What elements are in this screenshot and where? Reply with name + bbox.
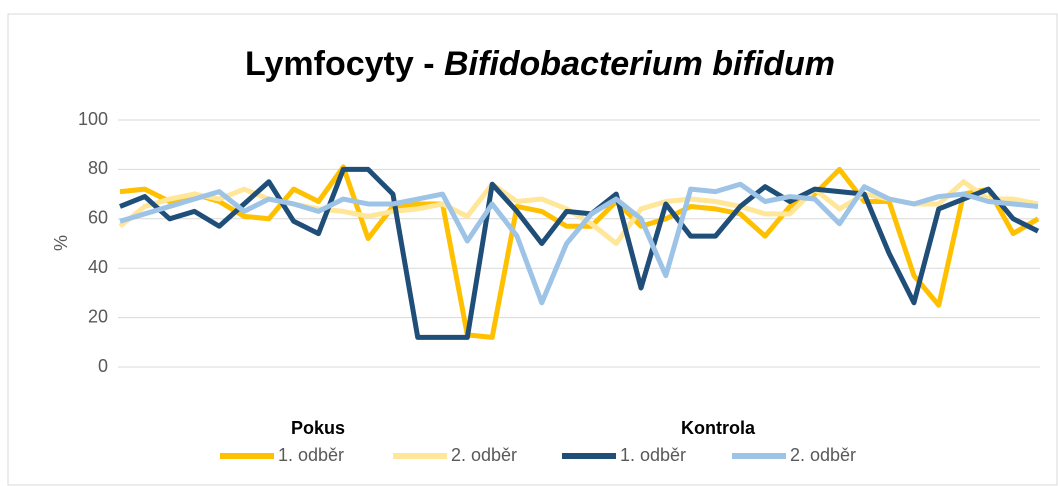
legend-label: 2. odběr — [790, 445, 856, 465]
y-axis-label: % — [51, 235, 71, 251]
y-tick-label: 20 — [88, 306, 108, 326]
legend-label: 2. odběr — [451, 445, 517, 465]
series-line — [119, 181, 1039, 306]
legend-label: 1. odběr — [620, 445, 686, 465]
title-main: Lymfocyty - — [245, 45, 435, 83]
title-italic: Bifidobacterium bifidum — [444, 45, 835, 83]
legend-group: Pokus — [291, 418, 345, 438]
y-tick-label: 100 — [78, 109, 108, 129]
y-tick-label: 40 — [88, 257, 108, 277]
y-tick-label: 60 — [88, 208, 108, 228]
chart-title: Lymfocyty - Bifidobacterium bifidum — [245, 45, 835, 83]
chart-border — [7, 13, 1058, 486]
legend-group: Kontrola — [681, 418, 756, 438]
y-tick-label: 80 — [88, 158, 108, 178]
y-tick-label: 0 — [98, 356, 108, 376]
legend-label: 1. odběr — [278, 445, 344, 465]
series-line — [119, 166, 1040, 340]
